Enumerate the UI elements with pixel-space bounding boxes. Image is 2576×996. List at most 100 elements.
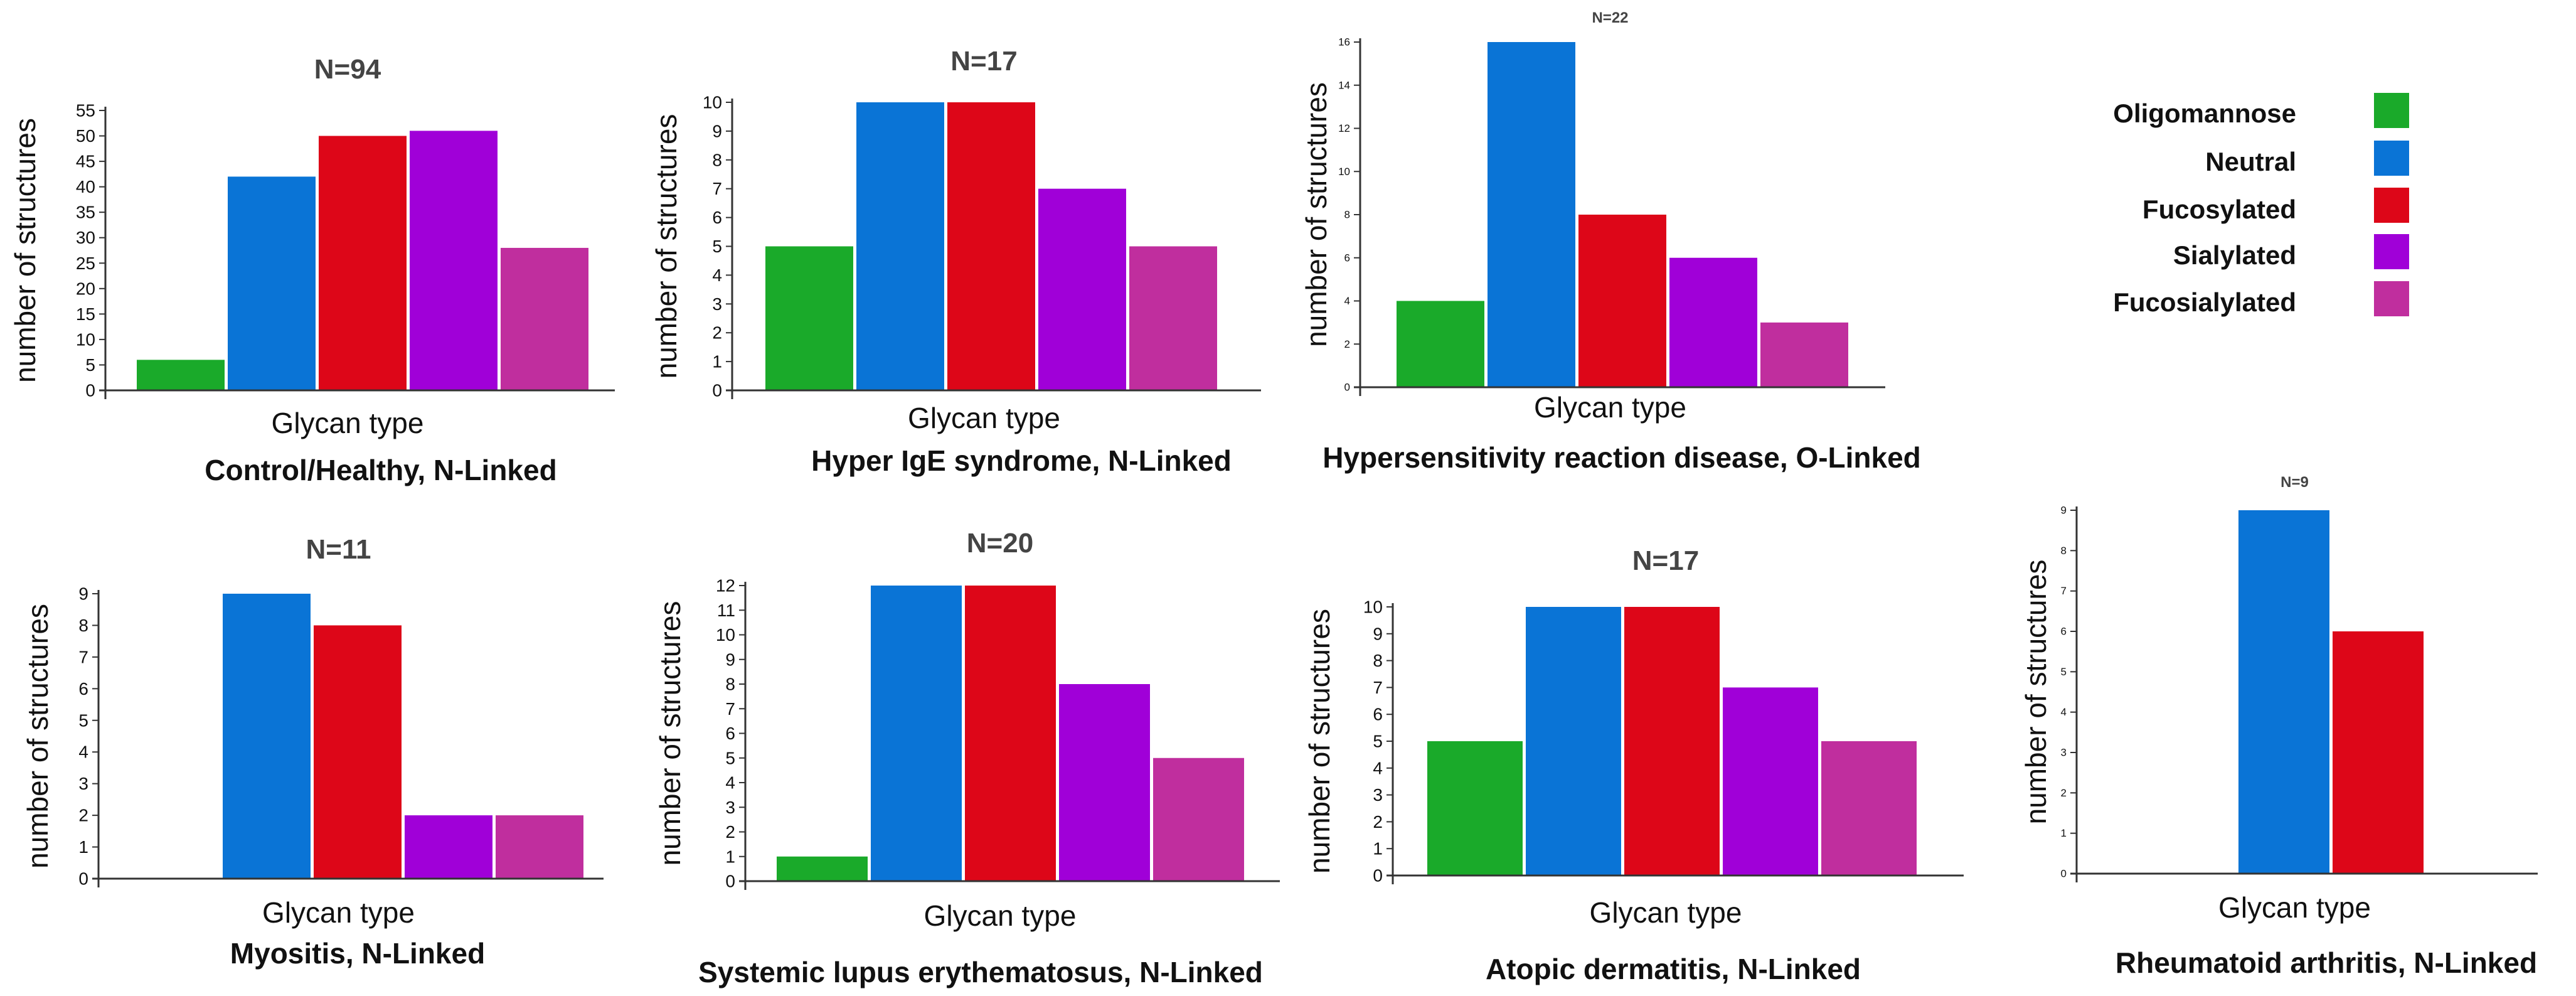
legend-swatch-neutral xyxy=(2374,141,2409,176)
bar-sialylated xyxy=(1723,687,1818,876)
y-tick-label: 2 xyxy=(78,806,88,825)
y-tick-label: 1 xyxy=(1373,839,1383,859)
y-tick-label: 3 xyxy=(2061,747,2067,759)
y-tick-label: 3 xyxy=(712,294,722,314)
legend-label-fucosylated: Fucosylated xyxy=(2142,195,2296,224)
legend-swatch-fucosialylated xyxy=(2374,281,2409,316)
n-count-label: N=11 xyxy=(306,534,371,565)
y-tick-label: 9 xyxy=(1373,624,1383,643)
y-tick-label: 8 xyxy=(78,616,88,635)
n-count-label: N=94 xyxy=(314,54,381,85)
y-tick-label: 4 xyxy=(78,742,88,762)
y-tick-label: 16 xyxy=(1338,36,1350,48)
y-axis-title: number of structures xyxy=(654,601,686,866)
y-axis-title: number of structures xyxy=(650,114,683,379)
y-tick-label: 8 xyxy=(725,675,735,694)
y-tick-label: 6 xyxy=(78,679,88,699)
y-tick-label: 4 xyxy=(2061,706,2067,718)
bar-neutral xyxy=(856,102,944,390)
chart-panel-1: 0 5 10 15 20 25 30 35 40 45 50 55 N=94 number of stru… xyxy=(9,54,615,486)
y-tick-label: 9 xyxy=(725,650,735,669)
bar-neutral xyxy=(871,586,962,881)
legend-label-neutral: Neutral xyxy=(2205,147,2296,176)
x-axis-title: Glycan type xyxy=(924,899,1077,932)
chart-panel-7: 0 1 2 3 4 5 6 7 8 9 N=9 number of structures Glycan … xyxy=(2020,474,2538,979)
y-tick-label: 9 xyxy=(2061,505,2067,517)
x-axis-title: Glycan type xyxy=(908,402,1060,434)
y-tick-label: 12 xyxy=(716,576,735,596)
y-tick-label: 5 xyxy=(2061,666,2067,678)
bar-fucosylated xyxy=(1624,607,1720,876)
y-tick-label: 5 xyxy=(78,710,88,730)
legend-swatch-fucosylated xyxy=(2374,188,2409,223)
x-axis-title: Glycan type xyxy=(262,896,415,929)
y-tick-label: 7 xyxy=(78,647,88,667)
chart-panel-2: 0 1 2 3 4 5 6 7 8 9 10 N=17 number of structures Glyc… xyxy=(650,46,1261,477)
y-tick-label: 6 xyxy=(725,724,735,743)
y-tick-label: 0 xyxy=(85,381,95,400)
y-tick-label: 4 xyxy=(1373,758,1383,778)
y-tick-label: 9 xyxy=(712,121,722,141)
legend-label-oligomannose: Oligomannose xyxy=(2113,99,2296,128)
y-tick-label: 11 xyxy=(717,601,735,620)
bar-neutral xyxy=(228,176,316,390)
y-tick-label: 6 xyxy=(1373,705,1383,724)
bar-sialylated xyxy=(1038,188,1126,390)
y-tick-label: 0 xyxy=(78,869,88,889)
bar-fucosylated xyxy=(2333,631,2424,874)
legend-label-fucosialylated: Fucosialylated xyxy=(2113,287,2296,317)
y-tick-label: 7 xyxy=(725,699,735,719)
y-tick-label: 5 xyxy=(725,748,735,768)
y-tick-label: 5 xyxy=(85,355,95,375)
y-axis-title: number of structures xyxy=(1300,82,1333,347)
legend-swatch-sialylated xyxy=(2374,234,2409,269)
chart-caption: Atopic dermatitis, N-Linked xyxy=(1486,953,1861,985)
y-tick-label: 3 xyxy=(78,774,88,793)
y-tick-label: 2 xyxy=(725,822,735,842)
y-tick-label: 14 xyxy=(1338,79,1350,91)
y-tick-label: 35 xyxy=(76,203,95,222)
y-tick-label: 5 xyxy=(712,237,722,256)
y-axis-title: number of structures xyxy=(2020,560,2052,825)
y-tick-label: 8 xyxy=(712,150,722,169)
y-tick-label: 20 xyxy=(76,279,95,298)
legend-swatch-oligomannose xyxy=(2374,93,2409,128)
y-tick-label: 7 xyxy=(2061,585,2067,597)
bar-fucosialylated xyxy=(1153,758,1244,881)
y-tick-label: 7 xyxy=(712,179,722,198)
bar-oligomannose xyxy=(1427,741,1523,876)
y-tick-label: 10 xyxy=(1363,597,1383,617)
y-tick-label: 40 xyxy=(76,177,95,196)
y-axis-title: number of structures xyxy=(21,604,54,869)
bar-neutral xyxy=(1526,607,1621,876)
y-tick-label: 4 xyxy=(1344,295,1350,307)
y-tick-label: 0 xyxy=(2061,868,2067,880)
bar-fucosylated xyxy=(1578,215,1666,387)
y-tick-label: 0 xyxy=(1373,866,1383,886)
y-tick-label: 0 xyxy=(1344,382,1350,394)
bar-neutral xyxy=(2238,510,2329,874)
bar-oligomannose xyxy=(1397,301,1484,387)
y-tick-label: 4 xyxy=(712,265,722,285)
y-axis-title: number of structures xyxy=(9,118,41,383)
bar-neutral xyxy=(223,594,311,879)
y-tick-label: 9 xyxy=(78,584,88,604)
y-tick-label: 1 xyxy=(2061,827,2067,839)
bar-oligomannose xyxy=(777,856,868,881)
y-axis-title: number of structures xyxy=(1303,609,1336,874)
y-tick-label: 1 xyxy=(712,352,722,372)
y-tick-label: 5 xyxy=(1373,732,1383,751)
legend-label-sialylated: Sialylated xyxy=(2173,240,2296,270)
y-tick-label: 6 xyxy=(2061,626,2067,638)
bar-fucosialylated xyxy=(1760,322,1848,387)
y-tick-label: 2 xyxy=(1373,812,1383,832)
chart-panel-6: 0 1 2 3 4 5 6 7 8 9 10 N=17 number of structures Glyc… xyxy=(1303,545,1964,985)
bar-fucosylated xyxy=(319,136,407,390)
y-tick-label: 1 xyxy=(78,837,88,857)
x-axis-title: Glycan type xyxy=(1534,391,1686,424)
legend: Oligomannose Neutral Fucosylated Sialyla… xyxy=(2113,93,2409,317)
y-tick-label: 10 xyxy=(1338,166,1350,178)
y-tick-label: 8 xyxy=(1373,651,1383,670)
